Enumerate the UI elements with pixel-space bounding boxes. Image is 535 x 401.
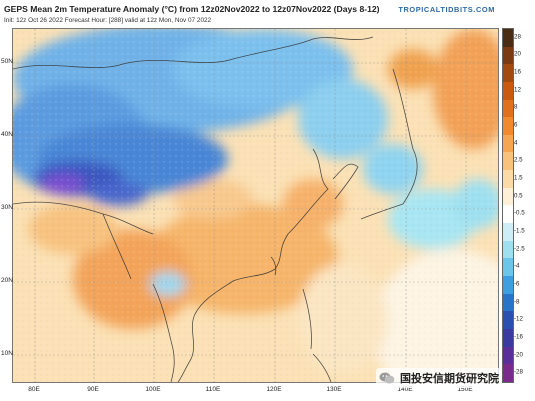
color-scale-swatch <box>503 223 513 241</box>
color-scale-swatch <box>503 328 513 347</box>
temperature-anomaly-map <box>12 28 499 383</box>
wechat-icon <box>379 372 395 384</box>
lon-label: 140E <box>397 386 413 393</box>
map-header: GEPS Mean 2m Temperature Anomaly (°C) fr… <box>4 4 531 30</box>
color-scale-tick: 28 <box>514 33 521 41</box>
color-scale-swatch <box>503 170 513 188</box>
source-site-label: TROPICALTIDBITS.COM <box>398 5 495 14</box>
color-scale-tick: -0.5 <box>514 209 525 217</box>
color-scale-tick: 8 <box>514 103 518 111</box>
color-scale-swatch <box>503 346 513 365</box>
color-scale-tick: 16 <box>514 68 521 76</box>
color-scale-swatch <box>503 46 513 65</box>
lat-label: 20N <box>1 277 13 284</box>
map-title: GEPS Mean 2m Temperature Anomaly (°C) fr… <box>4 4 380 14</box>
color-scale-swatch <box>503 64 513 82</box>
lon-label: 110E <box>205 386 221 393</box>
color-scale-tick: 0.5 <box>514 192 523 200</box>
color-scale-swatch <box>503 364 513 382</box>
color-scale-tick: -8 <box>514 298 520 306</box>
color-scale-tick: 1.5 <box>514 174 523 182</box>
color-scale-tick: 20 <box>514 50 521 58</box>
map-canvas <box>13 29 498 382</box>
lat-label: 40N <box>1 131 13 138</box>
color-scale-tick: 2.5 <box>514 156 523 164</box>
color-scale-swatch <box>503 293 513 312</box>
color-scale-tick: -12 <box>514 315 523 323</box>
color-scale-swatch <box>503 99 513 118</box>
color-scale-tick: -4 <box>514 262 520 270</box>
color-scale-tick: 4 <box>514 139 518 147</box>
map-subtitle: Init: 12z Oct 26 2022 Forecast Hour: [28… <box>4 17 212 24</box>
color-scale-swatch <box>503 134 513 153</box>
color-scale-swatch <box>503 117 513 135</box>
color-scale-tick: -16 <box>514 333 523 341</box>
color-scale-swatch <box>503 258 513 276</box>
color-scale-tick: -1.5 <box>514 227 525 235</box>
color-scale-swatch <box>503 275 513 294</box>
color-scale-swatch <box>503 311 513 329</box>
watermark-text: 国投安信期货研究院 <box>400 373 499 385</box>
color-scale-swatch <box>503 187 513 206</box>
lon-label: 150E <box>457 386 473 393</box>
lon-label: 120E <box>266 386 282 393</box>
color-scale-tick: -6 <box>514 280 520 288</box>
lon-label: 130E <box>326 386 342 393</box>
color-scale-bar <box>502 28 514 383</box>
lon-label: 90E <box>87 386 99 393</box>
color-scale-tick: -28 <box>514 368 523 376</box>
color-scale-tick: -20 <box>514 351 523 359</box>
color-scale-tick: -2.5 <box>514 245 525 253</box>
color-scale-swatch <box>503 29 513 47</box>
color-scale-tick: 12 <box>514 86 521 94</box>
color-scale-tick: 6 <box>514 121 518 129</box>
wechat-watermark: 国投安信期货研究院 <box>376 368 502 388</box>
lat-label: 50N <box>1 58 13 65</box>
lon-label: 100E <box>145 386 161 393</box>
lat-label: 10N <box>1 350 13 357</box>
lat-label: 30N <box>1 204 13 211</box>
lon-label: 80E <box>28 386 40 393</box>
color-scale-swatch <box>503 152 513 171</box>
color-scale-swatch <box>503 240 513 259</box>
color-scale-swatch <box>503 81 513 100</box>
color-scale-swatch <box>503 205 513 224</box>
